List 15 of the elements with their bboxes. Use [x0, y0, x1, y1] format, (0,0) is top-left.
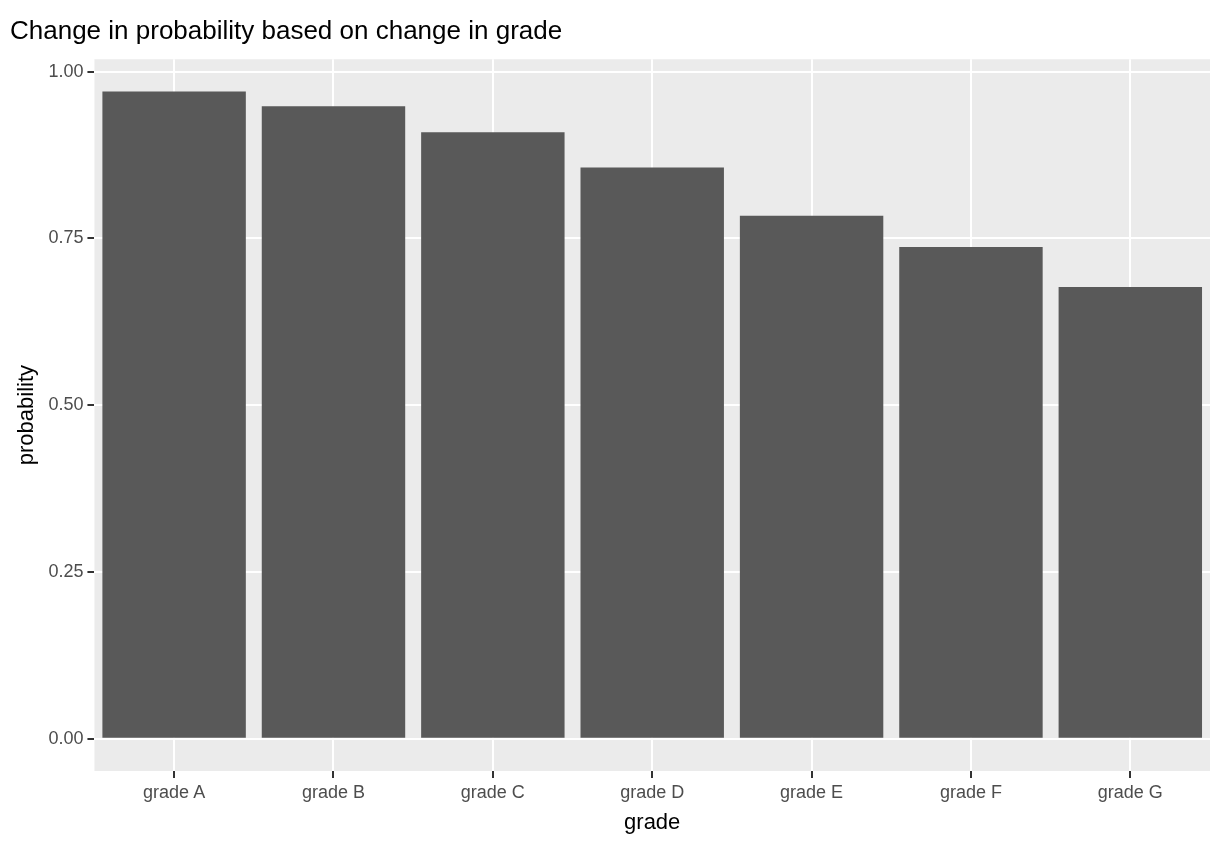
- y-tick-label: 0.25: [48, 560, 84, 581]
- x-tick-label: grade A: [143, 781, 206, 802]
- x-axis-title: grade: [624, 808, 681, 834]
- chart-title: Change in probability based on change in grade: [10, 14, 563, 45]
- y-axis-title: probability: [13, 364, 39, 466]
- x-tick-label: grade E: [780, 781, 844, 802]
- y-tick-label: 0.75: [48, 227, 84, 248]
- x-tick-label: grade D: [620, 781, 685, 802]
- y-tick-label: 0.00: [48, 727, 84, 748]
- y-tick-label: 0.50: [48, 394, 84, 415]
- x-tick-label: grade B: [301, 781, 366, 802]
- x-tick-label: grade F: [939, 781, 1002, 802]
- y-tick-label: 1.00: [48, 60, 84, 81]
- x-tick-label: grade G: [1097, 781, 1163, 802]
- x-tick-label: grade C: [460, 781, 525, 802]
